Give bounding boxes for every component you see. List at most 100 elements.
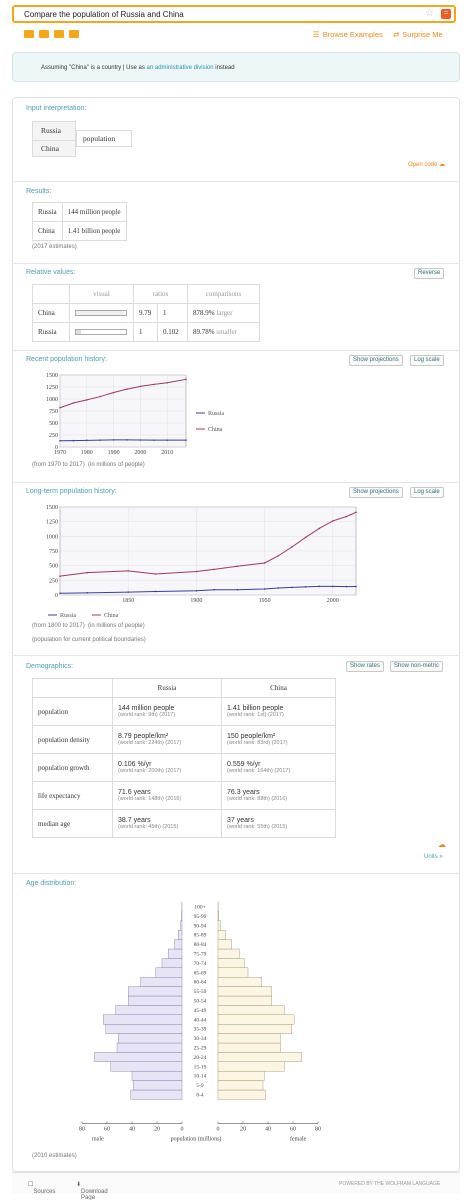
bar-female — [217, 1052, 302, 1062]
data-point — [86, 592, 89, 594]
show-projections-button[interactable]: Show projections — [349, 355, 403, 366]
y-tick-label: 750 — [49, 409, 58, 415]
results-note: (2017 estimates) — [32, 244, 77, 250]
upload-icon[interactable] — [54, 30, 64, 38]
bar-male — [133, 1080, 183, 1091]
bar-female — [217, 911, 219, 921]
x-tick-label: 0 — [217, 1126, 220, 1132]
random-icon[interactable] — [69, 30, 79, 38]
bar-female — [217, 976, 262, 987]
data-point — [59, 575, 61, 577]
age-label: 100+ — [194, 905, 205, 911]
table-row: Russia 1 0.102 89.78% smaller — [32, 322, 260, 342]
age-label: 20-24 — [194, 1055, 207, 1061]
results-table: Russia 144 million people China 1.41 billi… — [32, 202, 127, 241]
camera-icon[interactable] — [39, 30, 49, 38]
age-label: 15-19 — [194, 1064, 207, 1070]
bar-male — [161, 958, 183, 969]
sources-link[interactable]: ☐ Sources — [28, 1182, 56, 1195]
cloud-icon: ☁ — [439, 162, 446, 168]
bar-male — [116, 1042, 183, 1053]
y-tick-label: 0 — [55, 445, 58, 451]
data-point — [99, 439, 102, 441]
table-row: life expectancy 71.6 years (world rank: 14… — [32, 781, 336, 810]
china-value: 1.41 billion people — [227, 705, 284, 712]
age-label: 10-14 — [194, 1074, 207, 1080]
row-label: population — [38, 707, 68, 716]
bar-female — [217, 1014, 295, 1025]
age-note: (2010 estimates) — [32, 1153, 77, 1159]
bar-female — [217, 995, 272, 1006]
shuffle-icon: ⇄ — [393, 30, 400, 39]
bar-male — [94, 1052, 183, 1062]
data-point — [154, 590, 157, 593]
data-point — [195, 589, 198, 592]
table-row: Russia 144 million people — [32, 202, 127, 222]
row-label: population growth — [38, 763, 90, 772]
age-label: 65-69 — [194, 970, 207, 976]
x-tick-label: 2010 — [161, 450, 173, 456]
data-point — [127, 591, 130, 593]
bar-male — [115, 1005, 183, 1016]
x-tick-label: 60 — [104, 1126, 110, 1132]
y-tick-label: 250 — [49, 433, 58, 439]
powered-by: POWERED BY THE WOLFRAM LANGUAGE — [339, 1181, 441, 1187]
bar-male — [110, 1061, 183, 1072]
show-projections-button[interactable]: Show projections — [349, 487, 403, 498]
country-list: Russia China — [32, 121, 76, 157]
age-label: 95-99 — [194, 914, 207, 920]
female-label: female — [290, 1135, 307, 1142]
age-label: 0-4 — [196, 1093, 204, 1099]
x-tick-label: 1950 — [259, 598, 271, 604]
x-tick-label: 1990 — [108, 450, 120, 456]
x-tick-label: 1900 — [190, 598, 202, 604]
series-line-russia — [59, 439, 187, 442]
log-scale-button[interactable]: Log scale — [410, 487, 444, 498]
age-label: 25-29 — [194, 1046, 207, 1052]
row-label: population density — [38, 735, 90, 744]
reverse-button[interactable]: Reverse — [414, 268, 445, 279]
recent-history-chart: 0 250 500 750 1000 1250 1500 1970 1980 1990 2000 20… — [46, 373, 224, 456]
russia-value: 0.106 %/yr — [118, 761, 152, 768]
units-link[interactable]: Units » — [424, 854, 443, 860]
data-point — [59, 439, 61, 442]
demographics-table: Russia China population 144 million peopl… — [32, 678, 336, 838]
keyboard-icon[interactable] — [24, 30, 34, 38]
assumption-link[interactable]: an administrative division — [146, 65, 214, 71]
search-input[interactable]: Compare the population of Russia and Chi… — [24, 10, 184, 19]
show-nonmetric-button[interactable]: Show non-metric — [390, 661, 444, 672]
data-point — [59, 406, 61, 409]
ratio-bar — [75, 310, 127, 316]
data-point — [318, 585, 320, 588]
log-scale-button[interactable]: Log scale — [410, 355, 444, 366]
download-page-link[interactable]: ⬇ Download Page — [76, 1182, 108, 1200]
age-label: 80-84 — [194, 942, 207, 948]
y-tick-label: 1250 — [46, 520, 58, 526]
cloud-icon[interactable]: ☁ — [438, 840, 446, 849]
bar-male — [155, 967, 183, 978]
y-tick-label: 250 — [49, 578, 58, 584]
star-icon[interactable]: ☆ — [425, 8, 434, 19]
pod-longterm-history: Long-term population history: Show proje… — [12, 482, 460, 655]
data-point — [291, 586, 293, 589]
surprise-me-link[interactable]: ⇄ Surprise Me — [393, 30, 443, 39]
browse-examples-link[interactable]: ☰ Browse Examples — [313, 30, 383, 39]
country-china: China — [41, 144, 59, 153]
table-row: median age 38.7 years (world rank: 45th) (… — [32, 809, 336, 838]
x-tick-label: 20 — [240, 1126, 246, 1132]
bar-female — [217, 930, 226, 940]
data-point — [139, 385, 142, 388]
bar-male — [105, 1023, 183, 1034]
bar-female — [217, 948, 240, 959]
open-code-link[interactable]: Open code ☁ — [408, 162, 446, 168]
table-row: China 9.79 1 878.9% larger — [32, 303, 260, 323]
table-header: Russia China — [32, 678, 336, 698]
data-point — [86, 399, 88, 401]
data-point — [263, 562, 266, 564]
show-rates-button[interactable]: Show rates — [346, 661, 385, 672]
data-point — [126, 439, 128, 441]
search-bar[interactable]: Compare the population of Russia and Chi… — [12, 5, 456, 23]
bar-male — [130, 1089, 183, 1100]
compute-icon[interactable]: = — [441, 9, 451, 19]
x-tick-label: 1980 — [81, 450, 93, 456]
